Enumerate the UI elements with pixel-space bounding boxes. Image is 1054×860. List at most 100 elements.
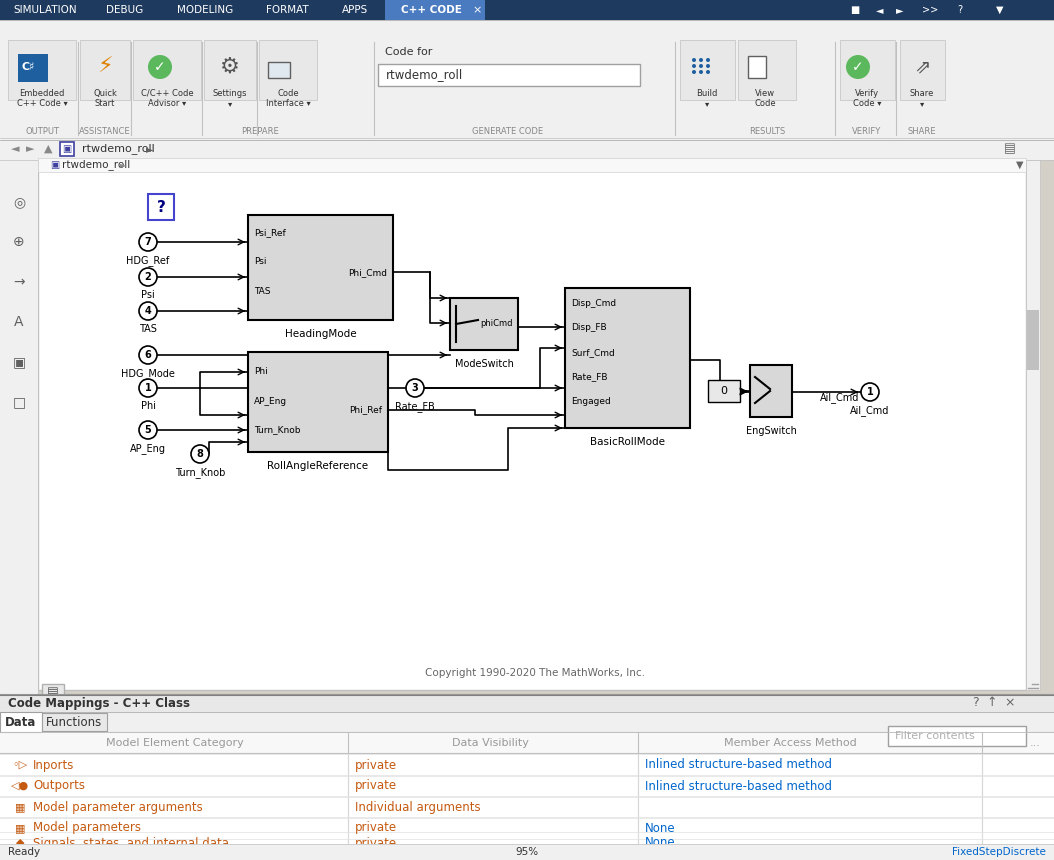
Text: ◆: ◆ bbox=[16, 838, 24, 848]
Text: rtwdemo_roll: rtwdemo_roll bbox=[62, 160, 131, 170]
Text: ►: ► bbox=[147, 144, 154, 154]
Bar bbox=[0, 694, 1054, 712]
Bar bbox=[748, 56, 766, 78]
Text: ▣: ▣ bbox=[13, 355, 25, 369]
Bar bbox=[0, 844, 1054, 860]
Bar bbox=[42, 684, 64, 702]
Bar bbox=[148, 194, 174, 220]
Text: private: private bbox=[355, 821, 397, 834]
Bar bbox=[0, 712, 1054, 732]
Text: ◁●: ◁● bbox=[11, 781, 30, 791]
Bar bbox=[42, 713, 108, 731]
Text: ►: ► bbox=[896, 5, 903, 15]
Text: Engaged: Engaged bbox=[571, 397, 610, 407]
Text: BasicRollMode: BasicRollMode bbox=[590, 437, 665, 447]
Circle shape bbox=[699, 70, 703, 74]
Text: MODELING: MODELING bbox=[177, 5, 233, 15]
Text: Turn_Knob: Turn_Knob bbox=[175, 467, 226, 478]
Bar bbox=[38, 158, 1026, 172]
Text: Phi: Phi bbox=[140, 401, 156, 411]
Text: ◎: ◎ bbox=[13, 195, 25, 209]
Text: ►: ► bbox=[120, 161, 126, 169]
Bar bbox=[0, 695, 1054, 860]
Text: 6: 6 bbox=[144, 350, 152, 360]
Text: ...: ... bbox=[1030, 738, 1040, 748]
Bar bbox=[204, 40, 256, 100]
Bar bbox=[1027, 310, 1039, 370]
Bar bbox=[1026, 160, 1040, 690]
Bar bbox=[38, 160, 1026, 690]
Text: ◄: ◄ bbox=[876, 5, 883, 15]
Text: Settings
▾: Settings ▾ bbox=[213, 89, 248, 108]
Text: Psi: Psi bbox=[254, 257, 267, 267]
Text: 5: 5 bbox=[144, 425, 152, 435]
Text: Functions: Functions bbox=[46, 716, 102, 728]
Text: Inlined structure-based method: Inlined structure-based method bbox=[645, 759, 832, 771]
Bar bbox=[0, 712, 42, 732]
Text: Quick
Start: Quick Start bbox=[93, 89, 117, 108]
Text: HeadingMode: HeadingMode bbox=[285, 329, 356, 339]
Text: ⊕: ⊕ bbox=[14, 235, 25, 249]
Text: Inports: Inports bbox=[33, 759, 75, 771]
Text: ModeSwitch: ModeSwitch bbox=[454, 359, 513, 369]
Text: EngSwitch: EngSwitch bbox=[745, 426, 797, 436]
Circle shape bbox=[706, 58, 710, 62]
Text: 95%: 95% bbox=[515, 847, 539, 857]
Text: TAS: TAS bbox=[254, 286, 271, 296]
Text: Copyright 1990-2020 The MathWorks, Inc.: Copyright 1990-2020 The MathWorks, Inc. bbox=[425, 668, 645, 678]
Bar bbox=[680, 40, 735, 100]
Text: ×: × bbox=[1004, 697, 1015, 709]
Text: RollAngleReference: RollAngleReference bbox=[268, 461, 369, 471]
Text: 7: 7 bbox=[144, 237, 152, 247]
Text: Psi: Psi bbox=[141, 290, 155, 300]
Bar bbox=[259, 40, 317, 100]
Circle shape bbox=[861, 383, 879, 401]
Circle shape bbox=[139, 268, 157, 286]
Circle shape bbox=[846, 55, 870, 79]
Bar bbox=[900, 40, 945, 100]
Text: Signals, states, and internal data: Signals, states, and internal data bbox=[33, 837, 229, 850]
Text: HDG_Mode: HDG_Mode bbox=[121, 368, 175, 379]
Text: Inlined structure-based method: Inlined structure-based method bbox=[645, 779, 832, 793]
Bar bbox=[18, 54, 48, 82]
Text: None: None bbox=[645, 837, 676, 850]
Text: HDG_Ref: HDG_Ref bbox=[126, 255, 170, 266]
Bar bbox=[385, 0, 485, 20]
Bar bbox=[60, 142, 74, 156]
Text: SHARE: SHARE bbox=[907, 127, 936, 136]
Bar bbox=[0, 796, 1054, 818]
Text: ▦: ▦ bbox=[15, 802, 25, 812]
Text: ◦▷: ◦▷ bbox=[13, 760, 27, 770]
Text: Turn_Knob: Turn_Knob bbox=[254, 426, 300, 434]
Text: C++ CODE: C++ CODE bbox=[401, 5, 462, 15]
Bar bbox=[0, 832, 1054, 854]
Text: DEBUG: DEBUG bbox=[106, 5, 143, 15]
Text: 8: 8 bbox=[196, 449, 203, 459]
Text: 4: 4 bbox=[144, 306, 152, 316]
Text: Model Element Category: Model Element Category bbox=[106, 738, 243, 748]
Text: Model parameters: Model parameters bbox=[33, 821, 141, 834]
Text: Phi: Phi bbox=[254, 367, 268, 377]
Text: AP_Eng: AP_Eng bbox=[130, 443, 165, 454]
Text: RESULTS: RESULTS bbox=[749, 127, 785, 136]
Text: View
Code: View Code bbox=[755, 89, 776, 108]
Circle shape bbox=[139, 302, 157, 320]
Text: AP_Eng: AP_Eng bbox=[254, 397, 287, 407]
Text: rtwdemo_roll: rtwdemo_roll bbox=[82, 144, 155, 155]
Bar bbox=[0, 775, 1054, 797]
Text: Filter contents: Filter contents bbox=[895, 731, 975, 741]
Text: ✓: ✓ bbox=[853, 60, 864, 74]
Text: Surf_Cmd: Surf_Cmd bbox=[571, 348, 614, 358]
Bar bbox=[80, 40, 130, 100]
Text: 3: 3 bbox=[412, 383, 418, 393]
Text: Psi_Ref: Psi_Ref bbox=[254, 229, 286, 237]
Bar bbox=[0, 732, 1054, 753]
Bar bbox=[889, 726, 1026, 746]
Text: ?: ? bbox=[157, 200, 165, 214]
Bar bbox=[268, 62, 290, 78]
Text: rtwdemo_roll: rtwdemo_roll bbox=[386, 69, 464, 82]
Text: ▼: ▼ bbox=[1016, 160, 1023, 170]
Text: A: A bbox=[15, 315, 24, 329]
Bar bbox=[8, 40, 76, 100]
Text: ▣: ▣ bbox=[62, 144, 72, 154]
